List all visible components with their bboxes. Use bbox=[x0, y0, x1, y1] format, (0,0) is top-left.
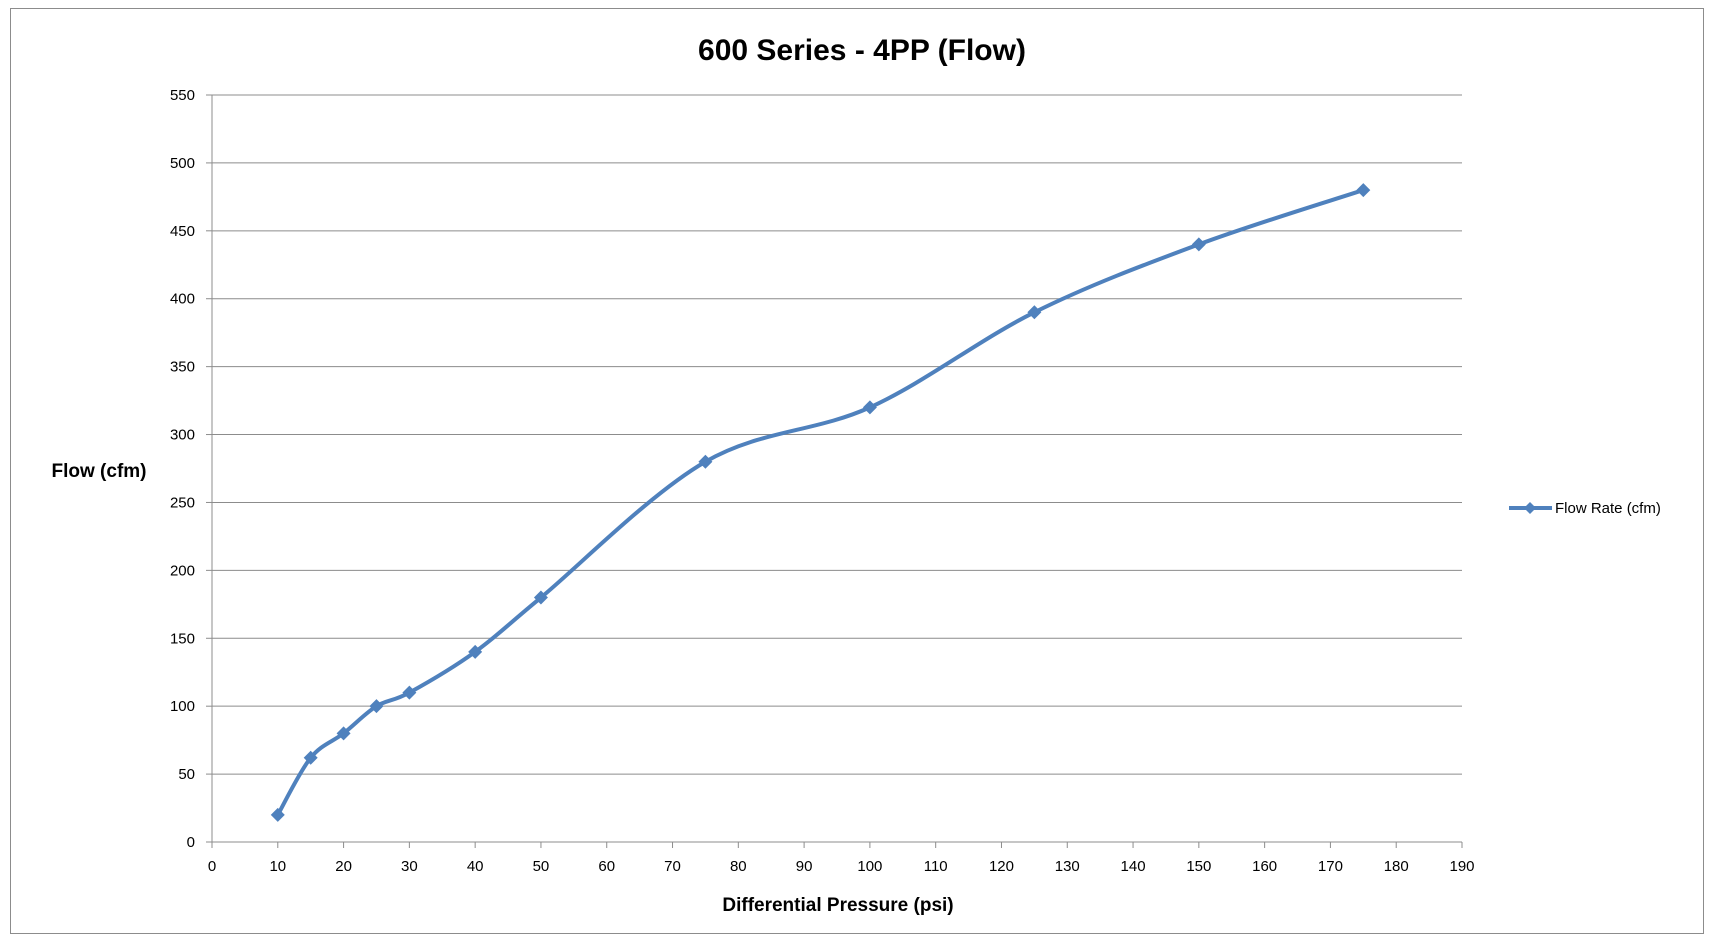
data-point-marker bbox=[369, 699, 384, 714]
x-tick-label: 130 bbox=[1055, 858, 1080, 875]
x-tick-label: 0 bbox=[208, 858, 216, 875]
y-tick-label: 250 bbox=[170, 494, 195, 511]
chart-area bbox=[10, 8, 1704, 934]
y-tick-label: 300 bbox=[170, 427, 195, 444]
x-tick-label: 20 bbox=[335, 858, 352, 875]
x-tick-label: 180 bbox=[1384, 858, 1409, 875]
data-point-marker bbox=[1027, 305, 1042, 320]
x-tick-label: 170 bbox=[1318, 858, 1343, 875]
data-point-marker bbox=[402, 685, 417, 700]
y-tick-label: 150 bbox=[170, 630, 195, 647]
x-tick-label: 50 bbox=[533, 858, 550, 875]
x-tick-label: 10 bbox=[269, 858, 286, 875]
x-tick-label: 120 bbox=[989, 858, 1014, 875]
x-tick-label: 80 bbox=[730, 858, 747, 875]
data-point-marker bbox=[698, 454, 713, 469]
chart-title: 600 Series - 4PP (Flow) bbox=[698, 34, 1026, 67]
legend-swatch-marker bbox=[1524, 502, 1536, 514]
data-point-marker bbox=[1191, 237, 1206, 252]
series-line bbox=[276, 188, 1364, 816]
series-group bbox=[270, 183, 1371, 822]
y-tick-label: 200 bbox=[170, 562, 195, 579]
axes bbox=[206, 94, 1463, 848]
data-point-marker bbox=[336, 726, 351, 741]
x-tick-label: 150 bbox=[1186, 858, 1211, 875]
x-tick-label: 140 bbox=[1121, 858, 1146, 875]
data-point-marker bbox=[862, 400, 877, 415]
y-tick-label: 500 bbox=[170, 155, 195, 172]
x-tick-label: 110 bbox=[924, 858, 948, 875]
y-tick-label: 400 bbox=[170, 291, 195, 308]
x-tick-label: 190 bbox=[1449, 858, 1474, 875]
y-tick-label: 550 bbox=[170, 87, 195, 104]
y-tick-labels: 0 50 100 150 200 250 300 350 400 450 500 550 bbox=[170, 87, 195, 851]
x-tick-label: 30 bbox=[401, 858, 418, 875]
x-tick-label: 90 bbox=[796, 858, 813, 875]
x-tick-label: 40 bbox=[467, 858, 484, 875]
legend: Flow Rate (cfm) bbox=[1509, 500, 1661, 517]
x-tick-label: 60 bbox=[598, 858, 615, 875]
x-tick-label: 100 bbox=[857, 858, 882, 875]
y-tick-label: 350 bbox=[170, 359, 195, 376]
x-tick-label: 160 bbox=[1252, 858, 1277, 875]
gridlines bbox=[212, 94, 1462, 775]
y-axis-title: Flow (cfm) bbox=[52, 461, 147, 482]
y-tick-label: 100 bbox=[170, 698, 195, 715]
x-tick-label: 70 bbox=[664, 858, 681, 875]
data-point-marker bbox=[270, 807, 285, 822]
data-point-marker bbox=[1356, 183, 1371, 198]
legend-label: Flow Rate (cfm) bbox=[1555, 500, 1661, 517]
y-tick-label: 0 bbox=[187, 834, 195, 851]
data-point-marker bbox=[533, 590, 548, 605]
y-tick-label: 450 bbox=[170, 223, 195, 240]
x-axis-title: Differential Pressure (psi) bbox=[722, 895, 953, 916]
data-point-marker bbox=[303, 750, 318, 765]
x-tick-labels: 0 10 20 30 40 50 60 70 80 90 100 110 120 130 140 150 160… bbox=[208, 858, 1475, 875]
data-point-marker bbox=[468, 644, 483, 659]
y-tick-label: 50 bbox=[178, 766, 195, 783]
